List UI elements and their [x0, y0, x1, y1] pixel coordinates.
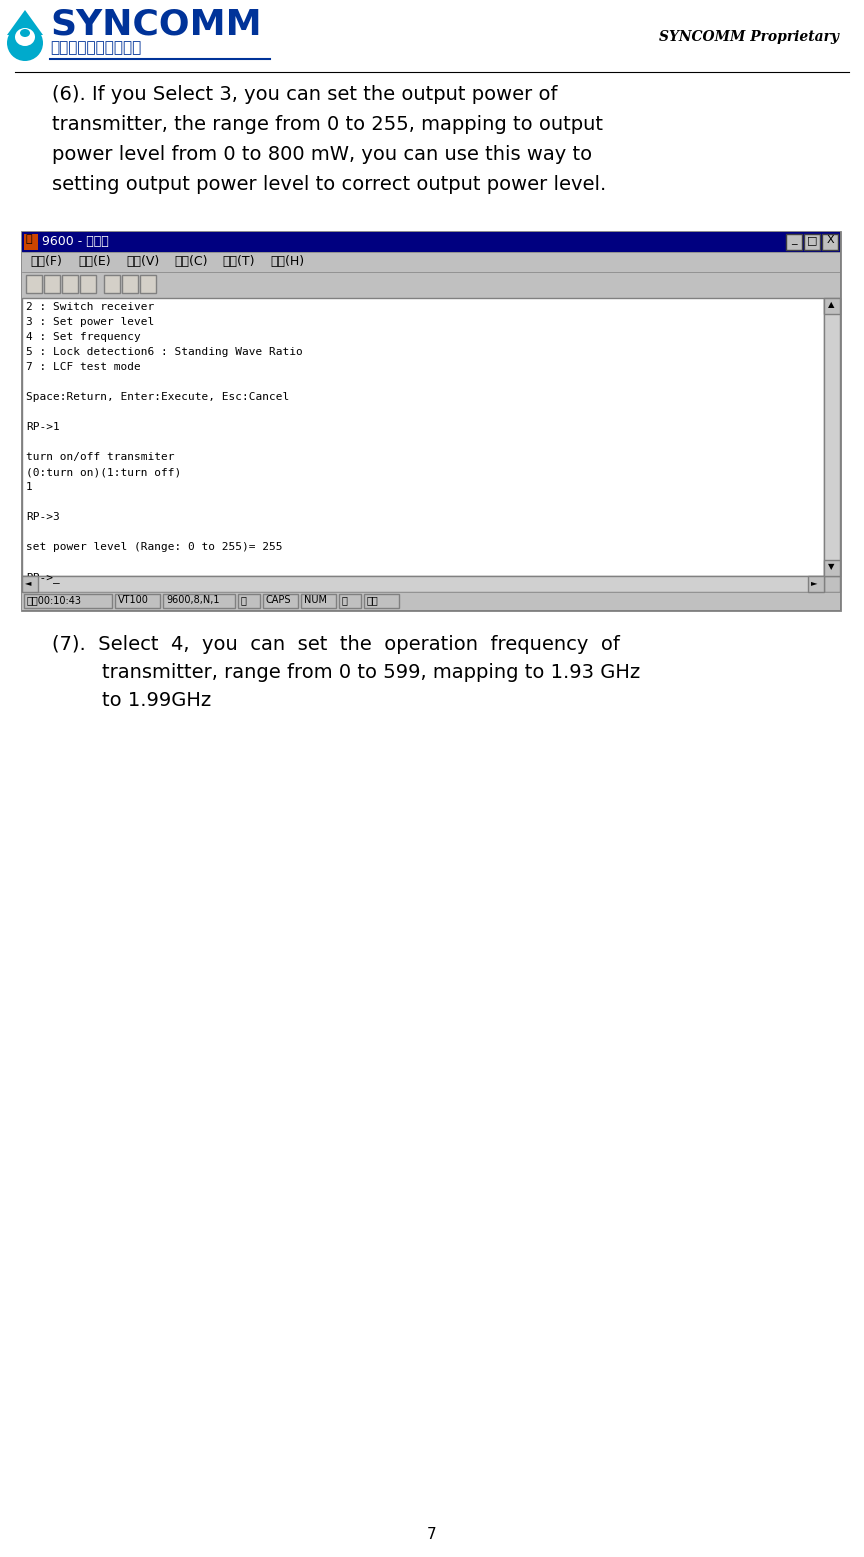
Text: power level from 0 to 800 mW, you can use this way to: power level from 0 to 800 mW, you can us… [52, 145, 592, 163]
Bar [163, 595, 235, 607]
Bar [140, 276, 156, 293]
Text: 檢視(V): 檢視(V) [126, 255, 159, 268]
Bar [22, 592, 840, 610]
Text: transmitter, the range from 0 to 255, mapping to output: transmitter, the range from 0 to 255, ma… [52, 115, 603, 134]
Bar [22, 272, 840, 297]
Text: 引展: 引展 [367, 595, 378, 606]
Bar [62, 276, 78, 293]
Text: □: □ [807, 235, 817, 244]
Text: 檔: 檔 [241, 595, 247, 606]
Text: 9600 - 終端機: 9600 - 終端機 [42, 235, 109, 248]
Text: 🔥: 🔥 [25, 234, 32, 244]
Text: Space:Return, Enter:Execute, Esc:Cancel: Space:Return, Enter:Execute, Esc:Cancel [26, 392, 289, 402]
Bar [24, 234, 38, 251]
Text: RP->_: RP->_ [26, 571, 60, 582]
Bar [26, 276, 42, 293]
Text: 4 : Set frequency: 4 : Set frequency [26, 332, 141, 343]
Bar [824, 297, 840, 315]
Text: 編輯(E): 編輯(E) [78, 255, 111, 268]
Text: (0:turn on)(1:turn off): (0:turn on)(1:turn off) [26, 467, 181, 476]
Bar [24, 595, 112, 607]
Text: 凌源通訊股份有限公司: 凌源通訊股份有限公司 [50, 40, 141, 54]
Text: RP->1: RP->1 [26, 422, 60, 431]
Text: CAPS: CAPS [266, 595, 291, 606]
Bar [301, 595, 336, 607]
Text: SYNCOMM: SYNCOMM [50, 6, 262, 40]
Bar [44, 276, 60, 293]
Bar [824, 576, 840, 592]
Text: 7 : LCF test mode: 7 : LCF test mode [26, 361, 141, 372]
Bar [364, 595, 399, 607]
Bar [824, 561, 840, 576]
Text: VT100: VT100 [118, 595, 149, 606]
Text: ▲: ▲ [828, 301, 835, 308]
Text: _: _ [791, 235, 797, 244]
Text: 2 : Switch receiver: 2 : Switch receiver [26, 302, 155, 311]
Text: (6). If you Select 3, you can set the output power of: (6). If you Select 3, you can set the ou… [52, 86, 557, 104]
Text: 9600,8,N,1: 9600,8,N,1 [166, 595, 219, 606]
Ellipse shape [15, 28, 35, 47]
Bar [104, 276, 120, 293]
Text: 7: 7 [427, 1527, 437, 1541]
Bar [822, 234, 838, 251]
Text: ►: ► [811, 578, 817, 587]
Text: setting output power level to correct output power level.: setting output power level to correct ou… [52, 174, 607, 195]
Text: ◄: ◄ [25, 578, 31, 587]
Text: 連線00:10:43: 連線00:10:43 [27, 595, 82, 606]
Text: NUM: NUM [304, 595, 327, 606]
Bar [22, 297, 824, 576]
Text: RP->3: RP->3 [26, 512, 60, 522]
Text: (7).  Select  4,  you  can  set  the  operation  frequency  of: (7). Select 4, you can set the operation… [52, 635, 619, 654]
Text: turn on/off transmiter: turn on/off transmiter [26, 452, 175, 462]
Ellipse shape [7, 25, 43, 61]
Text: set power level (Range: 0 to 255)= 255: set power level (Range: 0 to 255)= 255 [26, 542, 283, 553]
Text: to 1.99GHz: to 1.99GHz [52, 691, 212, 710]
Bar [122, 276, 138, 293]
Bar [115, 595, 160, 607]
Bar [22, 576, 824, 592]
Bar [238, 595, 260, 607]
Bar [22, 232, 840, 252]
Bar [263, 595, 298, 607]
Ellipse shape [20, 30, 30, 37]
Bar [786, 234, 802, 251]
Text: 1: 1 [26, 483, 33, 492]
Text: transmitter, range from 0 to 599, mapping to 1.93 GHz: transmitter, range from 0 to 599, mappin… [52, 663, 640, 682]
Text: X: X [826, 235, 834, 244]
Text: 呼叫(C): 呼叫(C) [174, 255, 207, 268]
Bar [22, 576, 38, 592]
Text: ▼: ▼ [828, 562, 835, 571]
Bar [808, 576, 824, 592]
Text: 3 : Set power level: 3 : Set power level [26, 318, 155, 327]
Bar [80, 276, 96, 293]
Text: 檔案(F): 檔案(F) [30, 255, 62, 268]
Bar [339, 595, 361, 607]
Text: 5 : Lock detection6 : Standing Wave Ratio: 5 : Lock detection6 : Standing Wave Rati… [26, 347, 302, 357]
Bar [824, 297, 840, 576]
Text: 檔: 檔 [342, 595, 348, 606]
Bar [22, 232, 840, 610]
Text: 說明(H): 說明(H) [270, 255, 304, 268]
Text: SYNCOMM Proprietary: SYNCOMM Proprietary [659, 30, 839, 44]
Polygon shape [7, 9, 43, 34]
Bar [804, 234, 820, 251]
Bar [22, 252, 840, 272]
Text: 傳送(T): 傳送(T) [222, 255, 255, 268]
